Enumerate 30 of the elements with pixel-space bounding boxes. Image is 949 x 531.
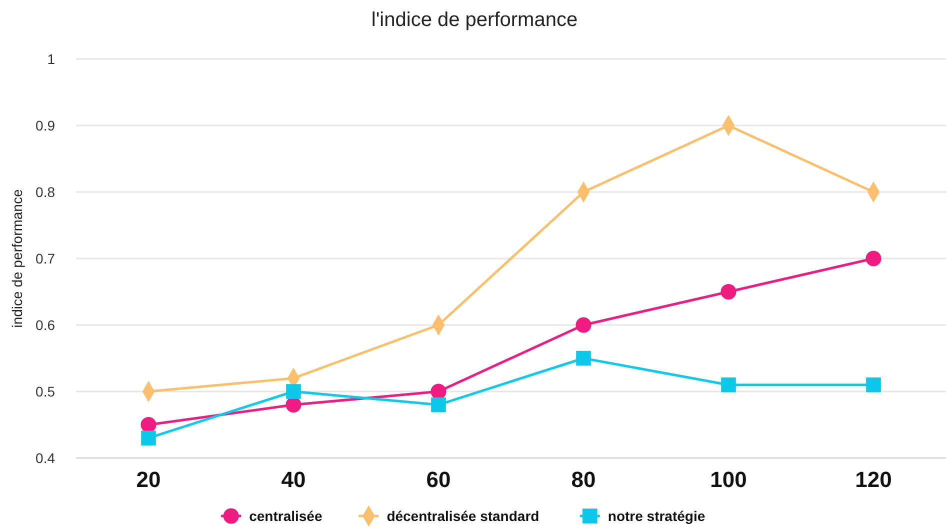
- legend-label: notre stratégie: [608, 508, 706, 524]
- y-tick-label: 0.9: [36, 117, 56, 134]
- y-tick-label: 0.4: [36, 450, 56, 466]
- y-tick-label: 0.5: [36, 383, 56, 400]
- point: [140, 416, 156, 433]
- point: [286, 397, 302, 413]
- point: [430, 384, 446, 400]
- point: [286, 384, 301, 399]
- legend-label: centralisée: [249, 508, 322, 524]
- x-tick-label: 40: [281, 467, 306, 492]
- x-tick-label: 80: [571, 467, 596, 492]
- point: [721, 377, 736, 392]
- y-tick-label: 0.6: [36, 316, 56, 333]
- y-tick-label: 1: [47, 50, 56, 67]
- x-tick-label: 60: [426, 467, 451, 492]
- x-tick-label: 100: [710, 467, 747, 492]
- y-axis-title: indice de performance: [9, 189, 25, 328]
- x-tick-label: 120: [855, 467, 892, 492]
- legend-label: décentralisée standard: [386, 508, 540, 524]
- point: [141, 430, 156, 446]
- y-tick-label: 0.8: [36, 184, 56, 200]
- point: [866, 377, 881, 392]
- point: [576, 317, 592, 333]
- point: [866, 250, 882, 266]
- point: [431, 397, 446, 412]
- point: [576, 350, 591, 366]
- point: [720, 284, 736, 300]
- x-tick-label: 20: [136, 467, 161, 492]
- chart-title: l'indice de performance: [371, 9, 578, 31]
- y-tick-label: 0.7: [36, 250, 56, 266]
